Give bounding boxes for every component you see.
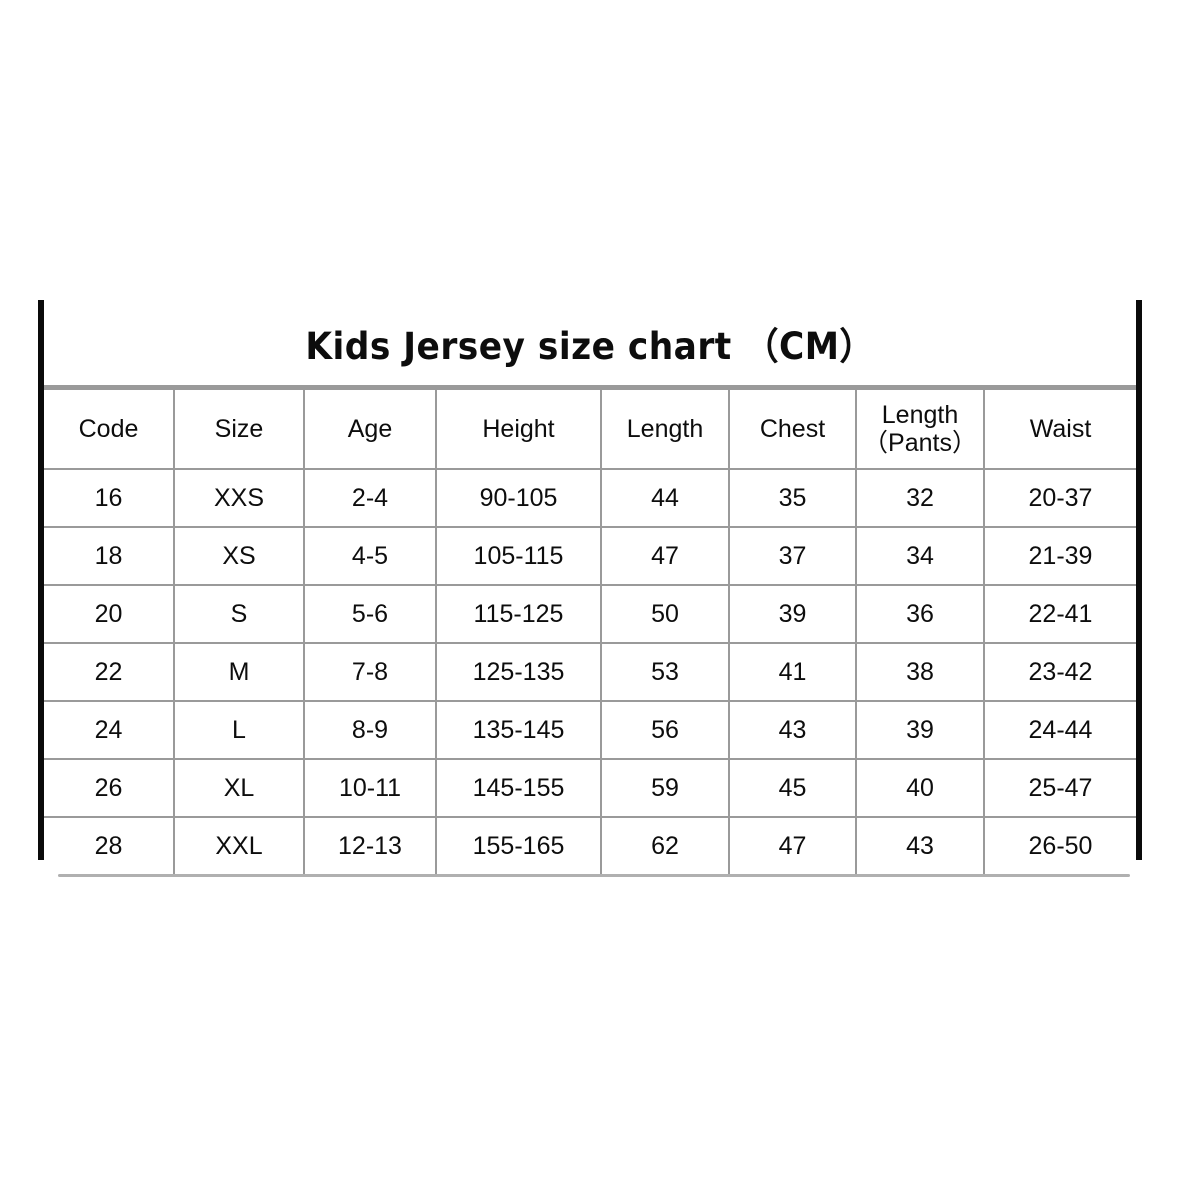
cell-waist: 25-47 (983, 758, 1136, 818)
cell-height: 135-145 (435, 700, 602, 760)
cell-size: XXS (173, 468, 305, 528)
cell-code: 16 (44, 468, 175, 528)
column-header-length-pants-line1: Length (881, 401, 959, 429)
cell-code: 28 (44, 816, 175, 874)
cell-age: 5-6 (303, 584, 437, 644)
cell-length-pants: 39 (855, 700, 985, 760)
cell-age: 12-13 (303, 816, 437, 874)
table-body: 16 XXS 2-4 90-105 44 35 32 20-37 18 XS 4… (44, 468, 1136, 874)
cell-waist: 26-50 (983, 816, 1136, 874)
column-header-length-pants: Length （Pants） (855, 388, 985, 470)
cell-length: 50 (600, 584, 730, 644)
cell-chest: 39 (728, 584, 857, 644)
cell-length: 44 (600, 468, 730, 528)
cell-code: 22 (44, 642, 175, 702)
cell-length-pants: 36 (855, 584, 985, 644)
size-chart-table-frame: Kids Jersey size chart （CM） Code Size Ag… (38, 300, 1142, 874)
cell-length-pants: 32 (855, 468, 985, 528)
cell-length-pants: 34 (855, 526, 985, 586)
cell-height: 155-165 (435, 816, 602, 874)
cell-chest: 43 (728, 700, 857, 760)
cell-code: 20 (44, 584, 175, 644)
cell-size: XS (173, 526, 305, 586)
table-row: 20 S 5-6 115-125 50 39 36 22-41 (44, 584, 1136, 644)
table-row: 16 XXS 2-4 90-105 44 35 32 20-37 (44, 468, 1136, 528)
cell-chest: 37 (728, 526, 857, 586)
cell-length-pants: 43 (855, 816, 985, 874)
table-row: 26 XL 10-11 145-155 59 45 40 25-47 (44, 758, 1136, 818)
cell-size: XL (173, 758, 305, 818)
cell-chest: 45 (728, 758, 857, 818)
cell-age: 10-11 (303, 758, 437, 818)
cell-age: 7-8 (303, 642, 437, 702)
cell-waist: 21-39 (983, 526, 1136, 586)
column-header-length-pants-line2: （Pants） (863, 429, 977, 457)
table-header: Code Size Age Height Length Chest Length… (44, 388, 1136, 470)
column-header-size: Size (173, 388, 305, 470)
page-title: Kids Jersey size chart （CM） (305, 324, 875, 368)
cell-height: 115-125 (435, 584, 602, 644)
cell-length-pants: 40 (855, 758, 985, 818)
cell-waist: 22-41 (983, 584, 1136, 644)
column-header-waist: Waist (983, 388, 1136, 470)
column-header-code: Code (44, 388, 175, 470)
cell-size: S (173, 584, 305, 644)
column-header-length: Length (600, 388, 730, 470)
cell-size: M (173, 642, 305, 702)
column-header-height: Height (435, 388, 602, 470)
cell-length: 53 (600, 642, 730, 702)
table-row: 28 XXL 12-13 155-165 62 47 43 26-50 (44, 816, 1136, 874)
table-bottom-rule (58, 874, 1130, 877)
column-header-age: Age (303, 388, 437, 470)
cell-length: 62 (600, 816, 730, 874)
chart-title-band: Kids Jersey size chart （CM） (44, 300, 1136, 388)
cell-code: 26 (44, 758, 175, 818)
cell-length: 56 (600, 700, 730, 760)
cell-chest: 41 (728, 642, 857, 702)
cell-code: 24 (44, 700, 175, 760)
cell-size: L (173, 700, 305, 760)
cell-length: 59 (600, 758, 730, 818)
cell-waist: 23-42 (983, 642, 1136, 702)
cell-waist: 20-37 (983, 468, 1136, 528)
cell-length-pants: 38 (855, 642, 985, 702)
table-row: 22 M 7-8 125-135 53 41 38 23-42 (44, 642, 1136, 702)
size-chart-table: Code Size Age Height Length Chest Length… (44, 388, 1136, 874)
cell-height: 90-105 (435, 468, 602, 528)
column-header-chest: Chest (728, 388, 857, 470)
cell-length: 47 (600, 526, 730, 586)
cell-age: 4-5 (303, 526, 437, 586)
cell-code: 18 (44, 526, 175, 586)
table-row: 24 L 8-9 135-145 56 43 39 24-44 (44, 700, 1136, 760)
cell-height: 145-155 (435, 758, 602, 818)
cell-chest: 47 (728, 816, 857, 874)
cell-height: 125-135 (435, 642, 602, 702)
cell-chest: 35 (728, 468, 857, 528)
cell-size: XXL (173, 816, 305, 874)
table-header-row: Code Size Age Height Length Chest Length… (44, 388, 1136, 470)
cell-age: 2-4 (303, 468, 437, 528)
cell-height: 105-115 (435, 526, 602, 586)
cell-age: 8-9 (303, 700, 437, 760)
table-row: 18 XS 4-5 105-115 47 37 34 21-39 (44, 526, 1136, 586)
cell-waist: 24-44 (983, 700, 1136, 760)
